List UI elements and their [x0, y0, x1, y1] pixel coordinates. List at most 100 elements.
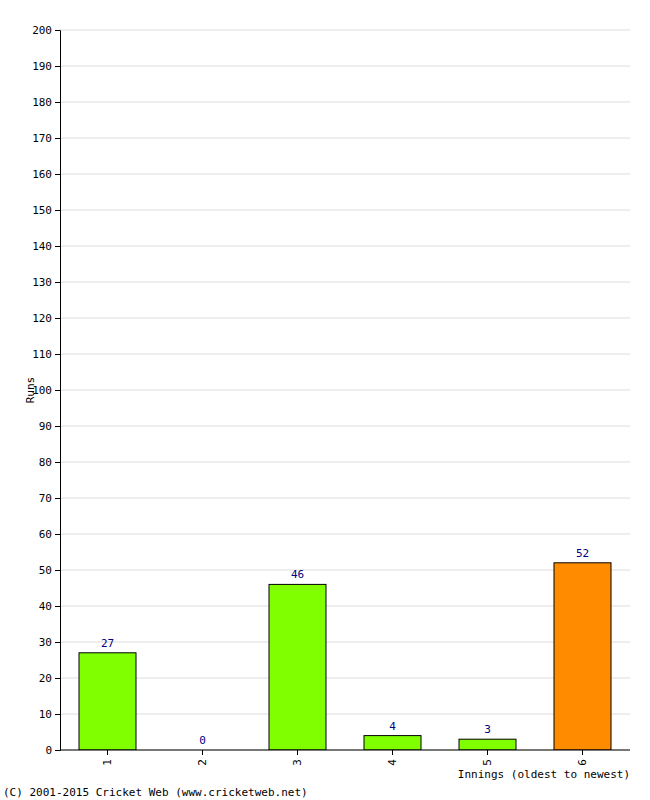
x-tick-mark	[392, 750, 393, 755]
x-tick-mark	[487, 750, 488, 755]
y-tick-mark	[55, 138, 60, 139]
y-tick-label: 160	[32, 168, 52, 181]
x-tick-label: 4	[386, 759, 399, 766]
y-tick-mark	[55, 570, 60, 571]
y-tick-mark	[55, 318, 60, 319]
grid-line	[60, 30, 630, 31]
y-tick: 50	[39, 564, 60, 577]
y-tick: 150	[32, 204, 60, 217]
y-tick: 200	[32, 24, 60, 37]
y-tick-label: 200	[32, 24, 52, 37]
y-tick-label: 110	[32, 348, 52, 361]
y-tick-label: 80	[39, 456, 52, 469]
y-tick: 130	[32, 276, 60, 289]
y-tick-mark	[55, 606, 60, 607]
grid-line	[60, 642, 630, 643]
data-labels: 270464352	[101, 547, 589, 747]
y-tick-mark	[55, 30, 60, 31]
y-tick-label: 50	[39, 564, 52, 577]
y-tick-mark	[55, 534, 60, 535]
y-tick-mark	[55, 282, 60, 283]
y-tick-mark	[55, 750, 60, 751]
y-tick: 60	[39, 528, 60, 541]
y-tick-label: 130	[32, 276, 52, 289]
x-tick-label: 5	[481, 759, 494, 766]
y-tick: 90	[39, 420, 60, 433]
y-tick: 0	[45, 744, 60, 757]
x-tick-mark	[202, 750, 203, 755]
grid-line	[60, 714, 630, 715]
y-tick: 110	[32, 348, 60, 361]
y-tick-mark	[55, 66, 60, 67]
y-tick: 40	[39, 600, 60, 613]
bar	[554, 563, 611, 750]
bar	[459, 739, 516, 750]
y-tick-label: 180	[32, 96, 52, 109]
grid-line	[60, 570, 630, 571]
y-tick: 30	[39, 636, 60, 649]
y-tick-mark	[55, 102, 60, 103]
grid-line	[60, 498, 630, 499]
x-axis-line	[60, 750, 630, 751]
y-tick-mark	[55, 174, 60, 175]
y-tick-label: 10	[39, 708, 52, 721]
grid-line	[60, 174, 630, 175]
y-tick: 140	[32, 240, 60, 253]
data-label: 52	[576, 547, 589, 560]
grid-line	[60, 102, 630, 103]
grid	[60, 30, 630, 750]
x-tick: 5	[481, 750, 494, 766]
y-tick-label: 20	[39, 672, 52, 685]
x-axis: 123456	[60, 750, 630, 766]
y-tick-mark	[55, 354, 60, 355]
grid-line	[60, 210, 630, 211]
y-tick-label: 150	[32, 204, 52, 217]
x-axis-title: Innings (oldest to newest)	[458, 768, 630, 781]
grid-line	[60, 606, 630, 607]
data-label: 27	[101, 637, 114, 650]
grid-line	[60, 282, 630, 283]
grid-line	[60, 66, 630, 67]
y-tick-label: 70	[39, 492, 52, 505]
annotation: (C) 2001-2015 Cricket Web (www.cricketwe…	[3, 786, 308, 799]
annotations: (C) 2001-2015 Cricket Web (www.cricketwe…	[3, 786, 308, 799]
x-tick-mark	[107, 750, 108, 755]
grid-line	[60, 138, 630, 139]
grid-line	[60, 318, 630, 319]
grid-line	[60, 246, 630, 247]
y-tick-label: 30	[39, 636, 52, 649]
y-tick-label: 40	[39, 600, 52, 613]
bar	[269, 584, 326, 750]
chart: 2704643520102030405060708090100110120130…	[0, 0, 650, 800]
y-tick: 20	[39, 672, 60, 685]
y-tick-label: 170	[32, 132, 52, 145]
y-tick-label: 140	[32, 240, 52, 253]
x-tick: 1	[101, 750, 114, 766]
y-tick: 10	[39, 708, 60, 721]
y-tick: 190	[32, 60, 60, 73]
y-tick-label: 90	[39, 420, 52, 433]
y-axis-title: Runs	[24, 377, 37, 404]
grid-line	[60, 750, 630, 751]
y-tick-mark	[55, 246, 60, 247]
grid-line	[60, 462, 630, 463]
y-tick-label: 190	[32, 60, 52, 73]
y-tick-mark	[55, 642, 60, 643]
x-tick-mark	[582, 750, 583, 755]
x-tick-label: 2	[196, 759, 209, 766]
grid-line	[60, 534, 630, 535]
grid-line	[60, 354, 630, 355]
y-tick: 160	[32, 168, 60, 181]
data-label: 3	[484, 723, 491, 736]
grid-line	[60, 678, 630, 679]
data-label: 0	[199, 734, 206, 747]
bar	[364, 736, 421, 750]
y-axis-line	[55, 31, 61, 751]
x-tick-label: 1	[101, 759, 114, 766]
y-tick: 120	[32, 312, 60, 325]
x-tick: 3	[291, 750, 304, 766]
y-tick-label: 0	[45, 744, 52, 757]
x-tick-mark	[297, 750, 298, 755]
y-tick: 70	[39, 492, 60, 505]
y-tick-mark	[55, 462, 60, 463]
